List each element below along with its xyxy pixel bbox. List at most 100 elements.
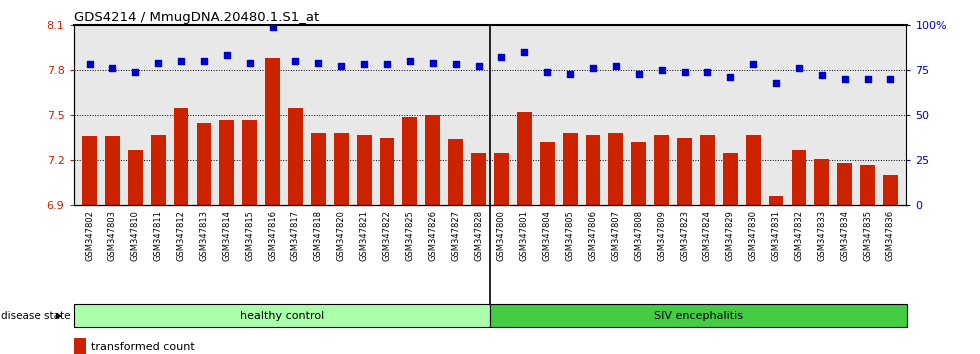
Text: GSM347810: GSM347810	[130, 210, 140, 261]
Text: GSM347828: GSM347828	[474, 210, 483, 261]
Point	[81, 62, 97, 67]
Point	[379, 62, 395, 67]
Bar	[334, 133, 349, 205]
Text: GSM347830: GSM347830	[749, 210, 758, 261]
Point	[539, 69, 555, 75]
Point	[883, 76, 899, 82]
Bar	[494, 153, 509, 205]
Bar	[74, 338, 86, 354]
Bar	[288, 108, 303, 205]
Text: GSM347822: GSM347822	[382, 210, 392, 261]
Bar	[173, 108, 188, 205]
Bar	[768, 196, 783, 205]
Text: GSM347836: GSM347836	[886, 210, 895, 261]
Text: GSM347829: GSM347829	[726, 210, 735, 261]
Point	[311, 60, 326, 65]
Bar	[837, 163, 853, 205]
Point	[631, 71, 647, 76]
Bar	[516, 112, 532, 205]
Point	[448, 62, 464, 67]
Text: GSM347813: GSM347813	[200, 210, 209, 261]
Text: GSM347835: GSM347835	[863, 210, 872, 261]
Text: GSM347817: GSM347817	[291, 210, 300, 261]
Bar	[746, 135, 760, 205]
Text: GSM347808: GSM347808	[634, 210, 643, 261]
Bar	[723, 153, 738, 205]
Bar	[700, 135, 714, 205]
Point	[357, 62, 372, 67]
Point	[676, 69, 692, 75]
Bar	[540, 142, 555, 205]
Bar	[677, 138, 692, 205]
Bar	[563, 133, 577, 205]
Point	[746, 62, 761, 67]
Text: GSM347800: GSM347800	[497, 210, 506, 261]
Text: GSM347814: GSM347814	[222, 210, 231, 261]
Text: ▶: ▶	[56, 312, 62, 320]
Text: GSM347801: GSM347801	[519, 210, 529, 261]
Point	[425, 60, 441, 65]
Point	[402, 58, 417, 64]
Point	[150, 60, 166, 65]
Text: GSM347827: GSM347827	[451, 210, 461, 261]
Point	[837, 76, 853, 82]
Point	[859, 76, 875, 82]
Text: GSM347824: GSM347824	[703, 210, 711, 261]
Text: GSM347826: GSM347826	[428, 210, 437, 261]
Bar	[471, 153, 486, 205]
Point	[173, 58, 189, 64]
Bar	[127, 150, 143, 205]
Text: GSM347812: GSM347812	[176, 210, 185, 261]
Point	[196, 58, 212, 64]
Point	[563, 71, 578, 76]
Text: GSM347815: GSM347815	[245, 210, 254, 261]
Text: disease state: disease state	[1, 311, 71, 321]
Bar	[197, 122, 212, 205]
Bar	[105, 136, 120, 205]
Text: GDS4214 / MmugDNA.20480.1.S1_at: GDS4214 / MmugDNA.20480.1.S1_at	[74, 11, 318, 24]
Bar	[266, 58, 280, 205]
Point	[608, 63, 623, 69]
Bar	[860, 165, 875, 205]
Text: GSM347833: GSM347833	[817, 210, 826, 261]
Bar	[379, 138, 395, 205]
Bar	[490, 304, 906, 327]
Point	[814, 73, 830, 78]
Text: GSM347834: GSM347834	[840, 210, 850, 261]
Text: GSM347821: GSM347821	[360, 210, 368, 261]
Bar	[448, 139, 464, 205]
Point	[516, 49, 532, 55]
Text: GSM347816: GSM347816	[269, 210, 277, 261]
Point	[494, 55, 510, 60]
Bar	[151, 135, 166, 205]
Text: SIV encephalitis: SIV encephalitis	[654, 311, 743, 321]
Text: GSM347820: GSM347820	[337, 210, 346, 261]
Bar	[403, 116, 417, 205]
Bar	[814, 159, 829, 205]
Point	[333, 63, 349, 69]
Bar	[655, 135, 669, 205]
Text: GSM347818: GSM347818	[314, 210, 322, 261]
Point	[791, 65, 807, 71]
Bar	[311, 133, 325, 205]
Bar	[792, 150, 807, 205]
Text: GSM347807: GSM347807	[612, 210, 620, 261]
Bar	[357, 135, 371, 205]
Point	[265, 24, 280, 29]
Bar	[883, 175, 898, 205]
Point	[242, 60, 258, 65]
Bar	[82, 136, 97, 205]
Point	[768, 80, 784, 85]
Text: GSM347802: GSM347802	[85, 210, 94, 261]
Text: GSM347804: GSM347804	[543, 210, 552, 261]
Text: GSM347811: GSM347811	[154, 210, 163, 261]
Text: GSM347825: GSM347825	[406, 210, 415, 261]
Bar	[220, 120, 234, 205]
Point	[700, 69, 715, 75]
Point	[654, 67, 669, 73]
Text: transformed count: transformed count	[90, 342, 194, 353]
Text: GSM347806: GSM347806	[588, 210, 598, 261]
Bar	[585, 135, 601, 205]
Text: GSM347831: GSM347831	[771, 210, 780, 261]
Point	[585, 65, 601, 71]
